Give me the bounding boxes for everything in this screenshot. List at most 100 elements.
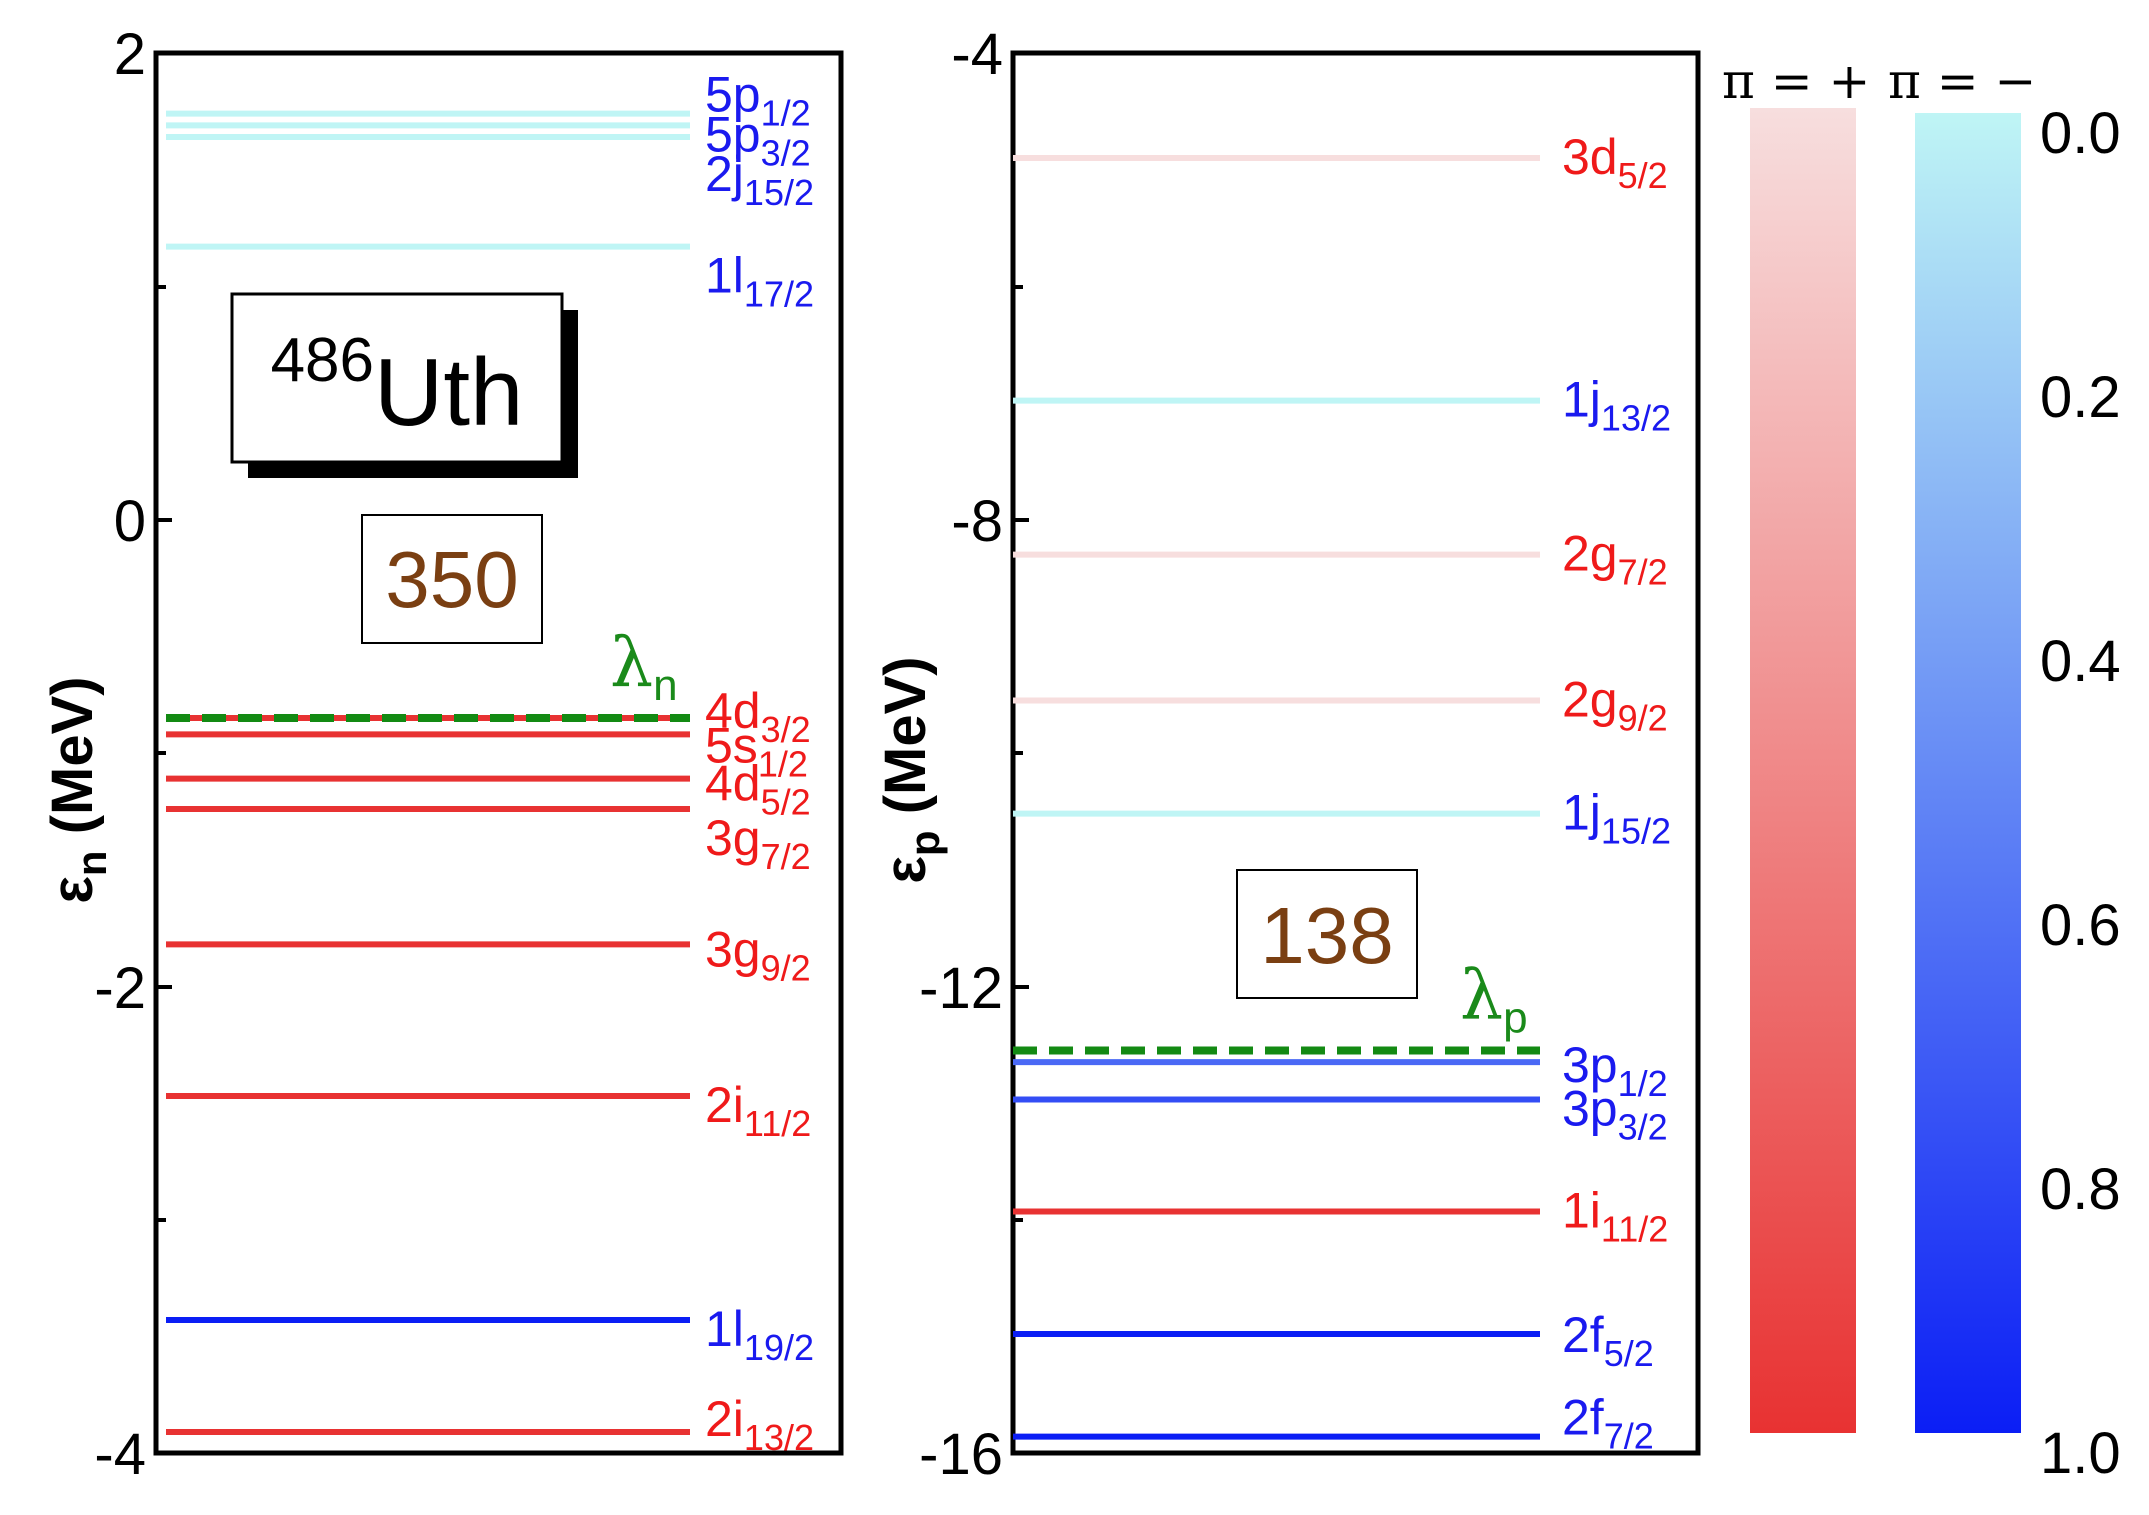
colorbar-minus: [1915, 113, 2021, 1433]
n-fermi-label-sub: n: [653, 661, 677, 710]
n-level-label-main-5: 5s: [705, 717, 758, 773]
nucleus-mass: 486: [271, 326, 374, 395]
p-shell-gap: 138: [1260, 891, 1393, 980]
colorbar-header-minus: π = −: [1888, 52, 2036, 110]
n-level-label-4: 4d3/2: [705, 683, 811, 750]
n-level-label-main-0: 5p: [705, 67, 761, 123]
p-level-label-sub-2: 7/2: [1618, 552, 1668, 593]
p-level-label-main-7: 1i: [1562, 1183, 1601, 1239]
n-level-label-sub-10: 19/2: [744, 1327, 814, 1368]
n-axis-label-sub: n: [68, 850, 115, 876]
p-level-label-4: 1j15/2: [1562, 785, 1671, 852]
p-tick-label-m4: -4: [951, 22, 1003, 87]
p-level-label-sub-1: 13/2: [1601, 398, 1671, 439]
n-level-label-sub-0: 1/2: [761, 93, 811, 134]
n-level-label-5: 5s1/2: [705, 717, 808, 784]
n-level-label-sub-11: 13/2: [744, 1417, 814, 1458]
colorbar-plus: [1750, 108, 1856, 1433]
n-level-label-3: 1l17/2: [705, 248, 814, 315]
n-level-label-sub-3: 17/2: [744, 274, 814, 315]
n-level-label-2: 2j15/2: [705, 146, 814, 213]
p-level-label-0: 3d5/2: [1562, 129, 1668, 196]
n-shell-gap-box: [361, 514, 543, 644]
n-level-label-main-6: 4d: [705, 756, 761, 812]
n-level-label-main-7: 3g: [705, 810, 761, 866]
p-level-label-main-6: 3p: [1562, 1081, 1618, 1137]
n-level-label-sub-4: 3/2: [761, 709, 811, 750]
p-level-label-main-5: 3p: [1562, 1037, 1618, 1093]
n-axis-label: εn (MeV): [40, 676, 115, 903]
colorbar-tick-2: 0.4: [2040, 629, 2121, 694]
proton-panel: -4 -8 -12 -16 εp (MeV) 138 3d5/21j13/22g…: [873, 22, 1701, 1487]
n-level-label-sub-7: 7/2: [761, 836, 811, 877]
p-level-label-7: 1i11/2: [1562, 1183, 1668, 1250]
p-axis-label-rest: (MeV): [873, 656, 938, 830]
n-level-label-main-10: 1l: [705, 1301, 744, 1357]
p-level-label-2: 2g7/2: [1562, 526, 1668, 593]
n-level-label-8: 3g9/2: [705, 921, 811, 988]
p-level-label-main-9: 2f: [1562, 1390, 1604, 1446]
n-tick-label-2: 2: [114, 22, 146, 87]
p-axis-label-sym: ε: [873, 856, 938, 884]
p-level-label-6: 3p3/2: [1562, 1081, 1668, 1148]
n-level-label-sub-2: 15/2: [744, 172, 814, 213]
nucleus-symbol: Uth: [374, 339, 523, 446]
p-axis-label: εp (MeV): [873, 656, 948, 883]
colorbar-tick-4: 0.8: [2040, 1157, 2121, 1222]
n-level-label-10: 1l19/2: [705, 1301, 814, 1368]
p-level-label-sub-4: 15/2: [1601, 811, 1671, 852]
n-level-label-main-2: 2j: [705, 146, 744, 202]
n-tick-label-m2: -2: [94, 956, 146, 1021]
p-level-label-1: 1j13/2: [1562, 372, 1671, 439]
n-level-label-9: 2i11/2: [705, 1077, 811, 1144]
colorbar-tick-0: 0.0: [2040, 101, 2121, 166]
p-level-label-main-2: 2g: [1562, 526, 1618, 582]
p-fermi-label: λp: [1460, 957, 1528, 1043]
n-level-label-main-8: 3g: [705, 921, 761, 977]
p-level-label-sub-8: 5/2: [1604, 1333, 1654, 1374]
colorbar-tick-1: 0.2: [2040, 365, 2121, 430]
n-level-label-sub-9: 11/2: [744, 1103, 811, 1144]
p-level-label-8: 2f5/2: [1562, 1307, 1654, 1374]
n-level-label-main-11: 2i: [705, 1391, 744, 1447]
p-level-label-main-0: 3d: [1562, 129, 1618, 185]
p-level-label-sub-0: 5/2: [1618, 155, 1668, 196]
proton-levels: 3d5/21j13/22g7/22g9/21j15/23p1/23p3/21i1…: [1013, 129, 1671, 1457]
colorbar-ticks: 0.0 0.2 0.4 0.6 0.8 1.0: [2040, 101, 2121, 1486]
p-level-label-main-8: 2f: [1562, 1307, 1604, 1363]
neutron-panel: 2 0 -2 -4 εn (MeV) 486Uth 350 5p1/25p3/2…: [40, 22, 844, 1487]
p-level-label-sub-3: 9/2: [1618, 698, 1668, 739]
p-level-label-sub-5: 1/2: [1618, 1063, 1668, 1104]
nucleus-label: 486Uth: [271, 326, 524, 446]
colorbar-tick-5: 1.0: [2040, 1421, 2121, 1486]
p-level-label-main-1: 1j: [1562, 372, 1601, 428]
p-tick-label-m16: -16: [919, 1422, 1003, 1487]
n-fermi-label-sym: λ: [610, 624, 653, 703]
p-level-label-main-4: 1j: [1562, 785, 1601, 841]
p-axis-label-sub: p: [901, 830, 948, 856]
n-level-label-sub-8: 9/2: [761, 947, 811, 988]
p-tick-label-m8: -8: [951, 489, 1003, 554]
p-level-label-main-3: 2g: [1562, 672, 1618, 728]
n-tick-label-0: 0: [114, 489, 146, 554]
p-fermi-label-sub: p: [1503, 994, 1527, 1043]
n-level-label-7: 3g7/2: [705, 810, 811, 877]
n-level-label-sub-1: 3/2: [761, 132, 811, 173]
n-shell-gap: 350: [385, 535, 518, 624]
p-level-label-sub-9: 7/2: [1604, 1416, 1654, 1457]
n-level-label-main-3: 1l: [705, 248, 744, 304]
n-level-label-1: 5p3/2: [705, 106, 811, 173]
n-fermi-label: λn: [610, 624, 678, 710]
n-level-label-0: 5p1/2: [705, 67, 811, 134]
neutron-levels: 5p1/25p3/22j15/21l17/24d3/25s1/24d5/23g7…: [166, 67, 814, 1458]
p-level-label-sub-7: 11/2: [1601, 1209, 1668, 1250]
proton-frame: [1010, 50, 1701, 1456]
p-level-label-9: 2f7/2: [1562, 1390, 1654, 1457]
n-level-label-6: 4d5/2: [705, 756, 811, 823]
p-level-label-5: 3p1/2: [1562, 1037, 1668, 1104]
n-axis-label-rest: (MeV): [40, 676, 105, 850]
colorbar-tick-3: 0.6: [2040, 893, 2121, 958]
n-tick-label-m4: -4: [94, 1422, 146, 1487]
n-level-label-main-1: 5p: [705, 106, 761, 162]
